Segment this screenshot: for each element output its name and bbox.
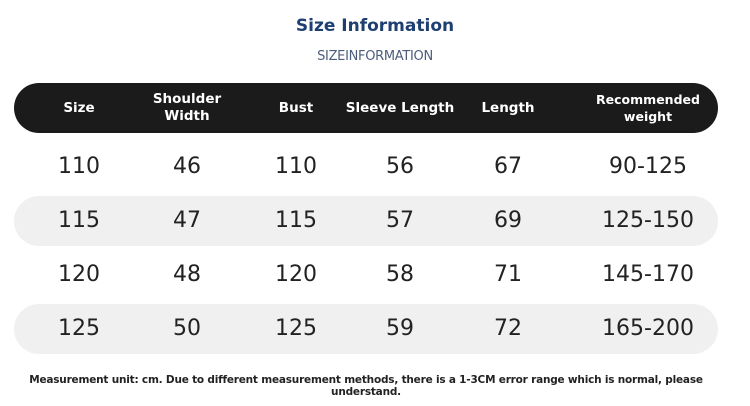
table-cell: 57 xyxy=(386,208,414,233)
table-cell: 110 xyxy=(275,154,317,179)
table-cell: 59 xyxy=(386,316,414,341)
column-header: Shoulder Width xyxy=(152,91,222,124)
table-cell: 67 xyxy=(494,154,522,179)
table-cell: 115 xyxy=(275,208,317,233)
column-header: Recommended weight xyxy=(596,92,700,124)
table-header-bar xyxy=(14,83,718,133)
table-cell: 90-125 xyxy=(609,154,687,179)
table-cell: 110 xyxy=(58,154,100,179)
table-cell: 145-170 xyxy=(602,262,694,287)
table-cell: 50 xyxy=(173,316,201,341)
table-cell: 125 xyxy=(58,316,100,341)
table-cell: 125-150 xyxy=(602,208,694,233)
table-cell: 72 xyxy=(494,316,522,341)
subtitle: SIZEINFORMATION xyxy=(317,49,433,64)
table-cell: 56 xyxy=(386,154,414,179)
footer-note: Measurement unit: cm. Due to different m… xyxy=(29,374,703,398)
column-header: Bust xyxy=(278,99,314,116)
table-cell: 58 xyxy=(386,262,414,287)
row-band xyxy=(14,196,718,246)
table-cell: 125 xyxy=(275,316,317,341)
column-header: Sleeve Length xyxy=(345,99,455,116)
table-cell: 165-200 xyxy=(602,316,694,341)
table-cell: 47 xyxy=(173,208,201,233)
table-cell: 71 xyxy=(494,262,522,287)
row-band xyxy=(14,304,718,354)
column-header: Size xyxy=(63,99,95,116)
column-header: Length xyxy=(481,99,535,116)
table-cell: 46 xyxy=(173,154,201,179)
table-cell: 48 xyxy=(173,262,201,287)
title: Size Information xyxy=(295,16,455,36)
table-cell: 115 xyxy=(58,208,100,233)
table-cell: 120 xyxy=(58,262,100,287)
table-cell: 69 xyxy=(494,208,522,233)
table-cell: 120 xyxy=(275,262,317,287)
